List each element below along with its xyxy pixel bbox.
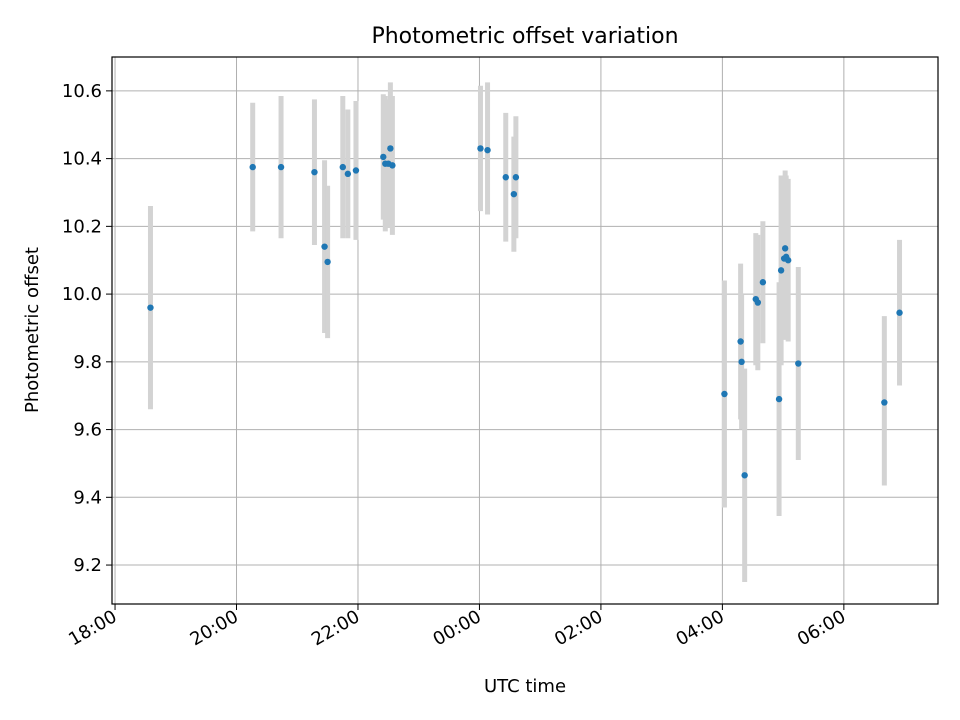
data-point — [502, 174, 509, 181]
data-point — [389, 162, 396, 169]
plot-frame — [111, 56, 939, 605]
data-point — [737, 338, 744, 345]
y-tick-label: 10.2 — [62, 216, 102, 237]
data-point — [741, 472, 748, 479]
data-point — [321, 243, 328, 250]
data-point — [277, 163, 285, 171]
data-point — [380, 153, 387, 161]
data-point — [881, 399, 888, 406]
data-point — [738, 358, 745, 366]
data-point — [484, 146, 491, 154]
y-tick-label: 9.6 — [73, 420, 102, 441]
data-point — [387, 145, 394, 152]
data-point — [477, 145, 484, 152]
y-tick-label: 10.4 — [62, 149, 102, 170]
data-point — [510, 190, 518, 198]
data-point — [784, 257, 792, 264]
data-point — [721, 390, 728, 398]
data-point — [777, 267, 785, 274]
data-point — [896, 309, 903, 316]
data-point — [781, 245, 789, 252]
data-point — [147, 304, 154, 311]
chart-title: Photometric offset variation — [371, 24, 678, 49]
data-point — [759, 279, 767, 286]
data-point — [311, 168, 318, 176]
data-point — [339, 163, 346, 171]
y-tick-label: 10.6 — [62, 81, 102, 102]
data-point — [352, 167, 360, 174]
x-axis-label: UTC time — [484, 676, 566, 697]
data-point — [512, 174, 520, 181]
y-tick-label: 9.2 — [73, 555, 102, 576]
y-tick-label: 9.8 — [73, 352, 102, 373]
data-point — [754, 299, 762, 306]
data-point — [324, 258, 331, 266]
data-point — [249, 163, 256, 171]
y-tick-label: 9.4 — [73, 487, 102, 508]
data-point — [344, 170, 352, 178]
data-points — [147, 145, 903, 479]
y-axis-label: Photometric offset — [22, 247, 43, 413]
data-point — [795, 360, 802, 367]
y-tick-label: 10.0 — [62, 284, 102, 305]
data-point — [775, 395, 783, 403]
